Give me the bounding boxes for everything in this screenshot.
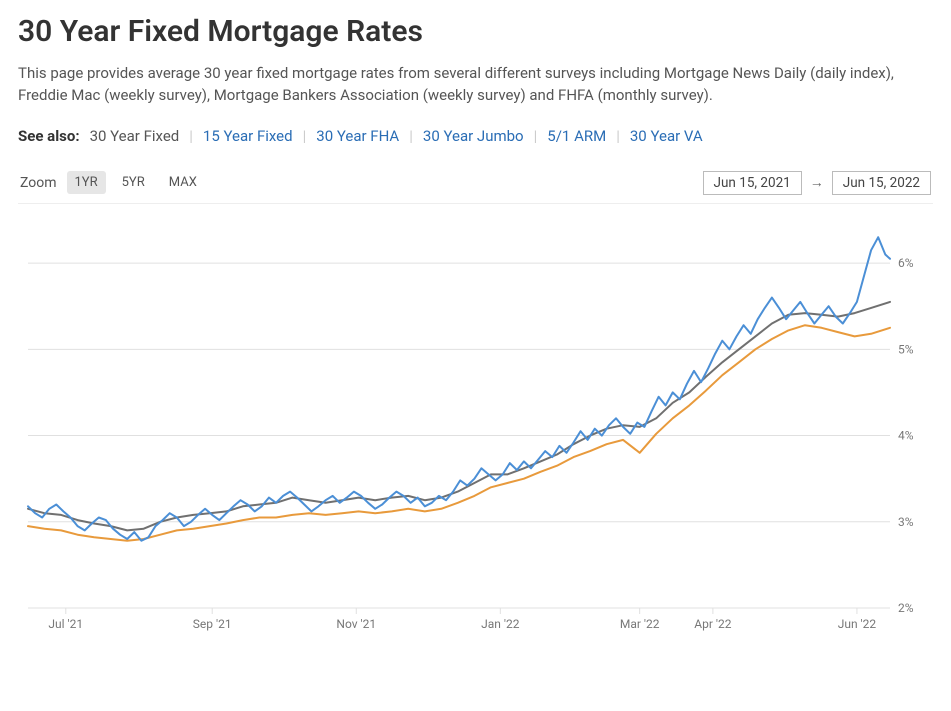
see-also-sep: | <box>409 127 413 145</box>
svg-text:3%: 3% <box>898 514 914 528</box>
page-title: 30 Year Fixed Mortgage Rates <box>18 14 933 49</box>
see-also-sep: | <box>303 127 307 145</box>
svg-text:Mar '22: Mar '22 <box>620 617 660 631</box>
see-also-sep: | <box>534 127 538 145</box>
zoom-group: Zoom 1YR 5YR MAX <box>20 171 205 194</box>
svg-text:6%: 6% <box>898 256 914 270</box>
date-arrow-icon: → <box>810 174 824 191</box>
zoom-5yr-button[interactable]: 5YR <box>114 171 153 194</box>
see-also-sep: | <box>616 127 620 145</box>
rate-chart[interactable]: 2% 3% 4% 5% 6% Jul '21 Sep '21 Nov '21 Jan '22 Ma… <box>18 210 932 640</box>
see-also-link[interactable]: 15 Year Fixed <box>203 127 293 145</box>
see-also-nav: See also: 30 Year Fixed | 15 Year Fixed … <box>18 127 933 145</box>
date-from-input[interactable]: Jun 15, 2021 <box>703 171 802 195</box>
svg-text:4%: 4% <box>898 428 914 442</box>
zoom-1yr-button[interactable]: 1YR <box>67 171 106 194</box>
svg-text:Jul '21: Jul '21 <box>48 617 83 631</box>
svg-text:Sep '21: Sep '21 <box>193 617 232 631</box>
chart-controls: Zoom 1YR 5YR MAX Jun 15, 2021 → Jun 15, … <box>18 171 933 204</box>
svg-text:Jun '22: Jun '22 <box>838 617 877 631</box>
svg-text:Apr '22: Apr '22 <box>694 617 731 631</box>
svg-text:Jan '22: Jan '22 <box>481 617 520 631</box>
zoom-max-button[interactable]: MAX <box>161 171 205 194</box>
see-also-sep: | <box>189 127 193 145</box>
zoom-label: Zoom <box>20 175 57 191</box>
see-also-label: See also: <box>18 127 80 145</box>
see-also-link[interactable]: 30 Year Jumbo <box>423 127 524 145</box>
see-also-link[interactable]: 30 Year FHA <box>316 127 399 145</box>
see-also-link[interactable]: 5/1 ARM <box>547 127 606 145</box>
date-to-input[interactable]: Jun 15, 2022 <box>832 171 931 195</box>
see-also-active: 30 Year Fixed <box>90 127 180 145</box>
svg-text:2%: 2% <box>898 601 914 615</box>
chart-svg: 2% 3% 4% 5% 6% Jul '21 Sep '21 Nov '21 Jan '22 Ma… <box>18 210 932 640</box>
svg-text:Nov '21: Nov '21 <box>336 617 376 631</box>
svg-text:5%: 5% <box>898 342 914 356</box>
date-range: Jun 15, 2021 → Jun 15, 2022 <box>703 171 931 195</box>
see-also-link[interactable]: 30 Year VA <box>630 127 703 145</box>
page-description: This page provides average 30 year fixed… <box>18 63 933 107</box>
